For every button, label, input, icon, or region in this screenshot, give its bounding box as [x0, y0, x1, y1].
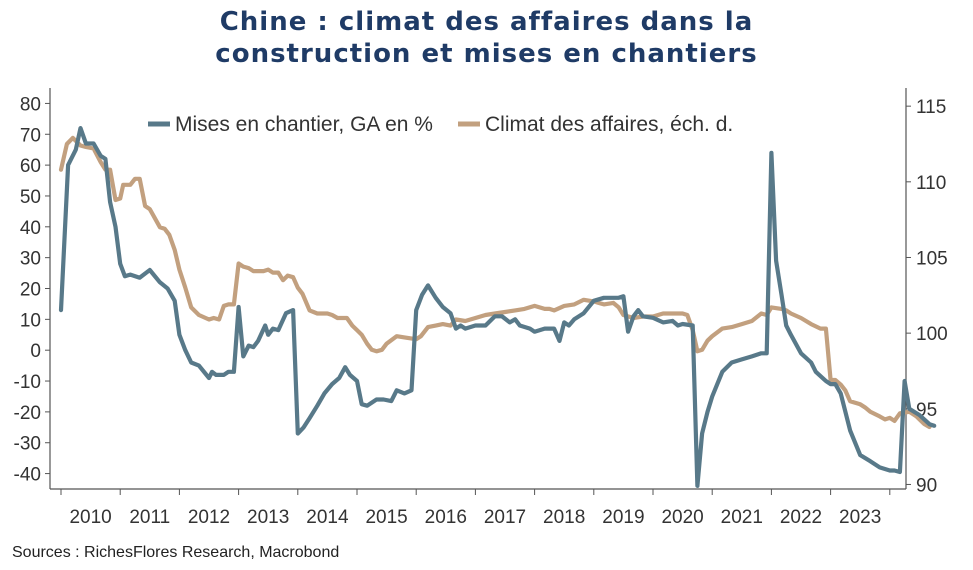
x-tick-label: 2016	[425, 507, 467, 528]
x-tick-label: 2019	[602, 507, 644, 528]
chart-axes: 80706050403020100-10-20-30-4011511010510…	[14, 88, 948, 528]
left-tick-label: 20	[20, 280, 41, 301]
x-tick-label: 2018	[543, 507, 585, 528]
legend-label-1: Climat des affaires, éch. d.	[485, 113, 733, 136]
x-tick-label: 2012	[188, 507, 230, 528]
chart-legend: Mises en chantier, GA en % Climat des aff…	[148, 113, 733, 136]
chart-title: Chine : climat des affaires dans la cons…	[0, 6, 973, 70]
x-tick-label: 2014	[306, 507, 349, 528]
left-tick-label: 40	[20, 218, 41, 239]
left-tick-label: 0	[30, 341, 41, 362]
left-tick-label: 80	[20, 94, 41, 115]
left-tick-label: 70	[20, 125, 41, 146]
x-tick-label: 2013	[247, 507, 289, 528]
right-tick-label: 115	[916, 97, 946, 118]
left-tick-label: 30	[20, 249, 41, 270]
left-tick-label: -40	[14, 465, 41, 486]
left-tick-label: -10	[14, 372, 41, 393]
left-tick-label: -20	[14, 403, 41, 424]
series-line-mises-en-chantier	[58, 126, 937, 488]
left-tick-label: 50	[20, 187, 41, 208]
source-note: Sources : RichesFlores Research, Macrobo…	[12, 544, 340, 561]
left-tick-label: 60	[20, 156, 41, 177]
x-tick-label: 2022	[780, 507, 822, 528]
x-tick-label: 2020	[661, 507, 703, 528]
x-tick-label: 2015	[365, 507, 407, 528]
x-tick-label: 2011	[129, 507, 170, 528]
series-line-climat-des-affaires	[58, 135, 932, 430]
right-tick-label: 100	[916, 324, 948, 345]
legend-label-0: Mises en chantier, GA en %	[175, 113, 433, 136]
x-tick-label: 2017	[484, 507, 526, 528]
x-tick-label: 2010	[69, 507, 111, 528]
chart-title-line2: construction et mises en chantiers	[215, 39, 758, 69]
chart-series	[58, 126, 937, 488]
chart-title-line1: Chine : climat des affaires dans la	[219, 7, 754, 37]
right-tick-label: 110	[916, 173, 946, 194]
left-tick-label: -30	[14, 434, 41, 455]
x-tick-label: 2021	[721, 507, 763, 528]
left-tick-label: 10	[20, 310, 41, 331]
right-tick-label: 105	[916, 248, 948, 269]
right-tick-label: 90	[916, 475, 937, 496]
x-tick-label: 2023	[839, 507, 881, 528]
